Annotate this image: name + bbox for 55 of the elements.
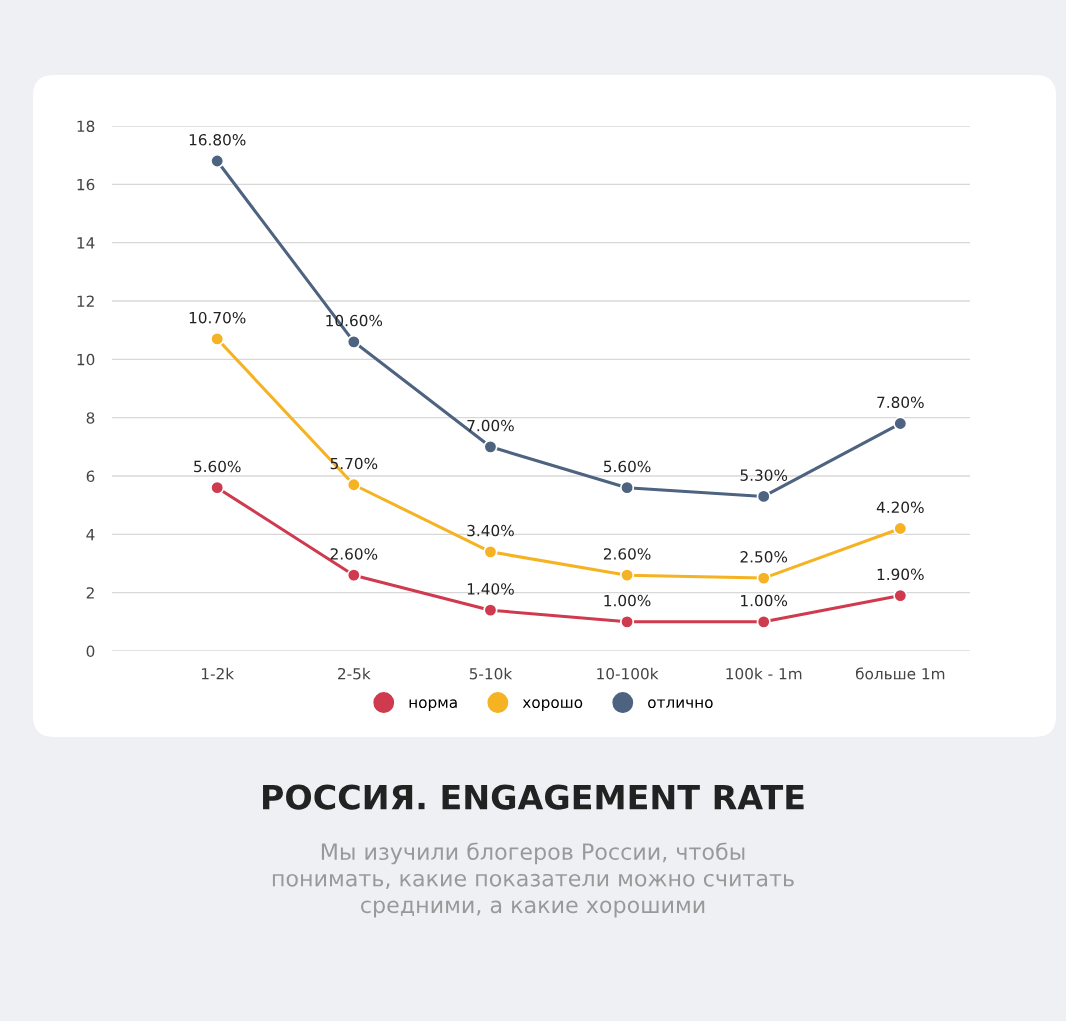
legend-label: отлично xyxy=(648,699,713,709)
data-label: 3.40% xyxy=(467,524,514,537)
point xyxy=(619,614,635,629)
data-label: 2.60% xyxy=(603,548,651,560)
point xyxy=(483,439,498,454)
point xyxy=(893,416,908,431)
data-label: 1.00% xyxy=(741,594,788,607)
x-tick-label: 10-100k xyxy=(597,667,659,680)
y-tick-label: 14 xyxy=(77,237,95,249)
y-tick-label: 0 xyxy=(86,645,95,658)
point xyxy=(210,153,225,169)
y-tick-label: 18 xyxy=(77,120,95,133)
point xyxy=(346,477,361,492)
point xyxy=(346,568,361,583)
point xyxy=(756,570,771,586)
point xyxy=(619,480,635,495)
x-tick-label: 2-5k xyxy=(338,667,371,680)
data-label: 1.00% xyxy=(604,594,651,607)
text: Мы изучили блогеров России, чтобы понимать, какие показатели можно считать средними, а какие хорошими xyxy=(272,842,794,918)
y-tick-label: 16 xyxy=(77,178,95,191)
point xyxy=(483,603,498,618)
x-tick-label: 100k - 1m xyxy=(726,667,802,680)
data-label: 1.40% xyxy=(467,583,514,595)
x-tick-label: 1-2k xyxy=(201,667,235,680)
text: РОССИЯ. ENGAGEMENT RATE xyxy=(263,784,804,810)
point xyxy=(210,480,225,495)
y-tick-label: 6 xyxy=(86,470,95,483)
data-label: 7.80% xyxy=(877,396,924,409)
y-tick-label: 12 xyxy=(77,295,94,307)
legend-label: норма xyxy=(409,699,457,712)
y-tick-label: 8 xyxy=(86,412,95,424)
data-label: 10.70% xyxy=(189,311,246,324)
y-tick-label: 4 xyxy=(86,529,95,541)
point xyxy=(346,334,361,349)
point xyxy=(893,588,908,603)
point xyxy=(483,544,498,559)
point xyxy=(893,521,908,536)
data-label: 16.80% xyxy=(189,133,246,146)
data-label: 2.60% xyxy=(330,548,378,560)
x-tick-label: больше 1m xyxy=(855,667,945,680)
legend-label: хорошо xyxy=(522,699,583,712)
point xyxy=(619,568,635,583)
point xyxy=(756,489,771,504)
data-label: 7.00% xyxy=(467,419,514,432)
data-label: 5.30% xyxy=(740,469,788,481)
point xyxy=(756,614,771,629)
x-tick-label: 5-10k xyxy=(469,667,513,680)
data-label: 2.50% xyxy=(740,551,788,563)
data-label: 1.90% xyxy=(877,568,924,581)
y-tick-label: 10 xyxy=(77,353,95,366)
data-label: 4.20% xyxy=(876,501,924,514)
point xyxy=(210,331,225,347)
data-label: 5.60% xyxy=(603,460,651,473)
data-label: 5.60% xyxy=(194,460,241,473)
y-tick-label: 2 xyxy=(86,587,94,599)
